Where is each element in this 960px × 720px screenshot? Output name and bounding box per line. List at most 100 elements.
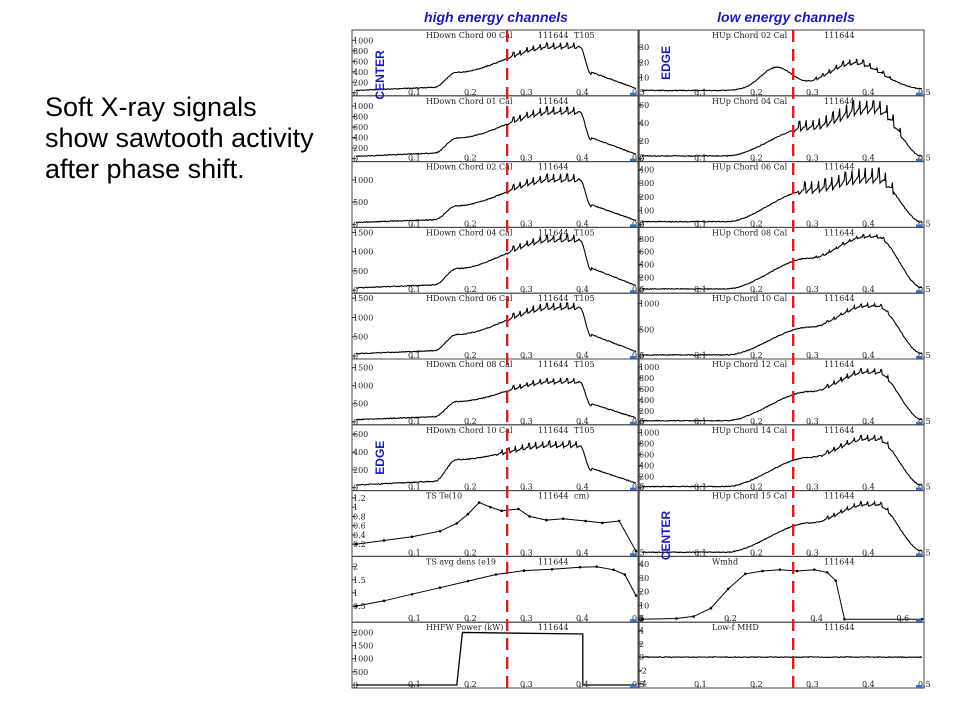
right-panel-7-xtick-label: 0.3 [806, 548, 819, 557]
left-panel-0-title: HDown Chord 00 Cal [426, 31, 513, 40]
left-panel-7-point [584, 519, 587, 523]
left-panel-8-point [466, 579, 470, 583]
right-panel-8-ytick-label: 40 [639, 560, 649, 569]
right-panel-3-ytick-label: 200 [639, 273, 654, 282]
right-panel-8-point [825, 571, 829, 574]
left-panel-9-ytick-label: 1500 [353, 642, 373, 651]
left-panel-0-ytick-label: 200 [353, 78, 368, 87]
left-panel-2-xtick-label: 0.3 [520, 219, 533, 228]
left-panel-9-trace [356, 631, 636, 686]
left-panel-7-xtick-label: 0.4 [576, 548, 589, 557]
left-panel-3-trace [355, 233, 637, 289]
left-panel-8-xtick-label: 0.2 [464, 614, 477, 623]
left-panel-4-ytick-label: 0 [353, 352, 358, 361]
left-panel-7-xtick-label: 0.3 [520, 548, 533, 557]
left-panel-0-ytick-label: 400 [353, 68, 368, 77]
left-panel-7-point [517, 507, 520, 511]
left-panel-7-point [545, 518, 548, 522]
left-panel-1-ytick-label: 400 [353, 134, 368, 143]
right-panel-9-xtick-label: 0.5 [918, 680, 931, 689]
left-panel-3-tag: T105 [574, 228, 595, 237]
right-panel-2-xtick-label: 0.1 [694, 219, 707, 228]
right-panel-9-end-marker [916, 685, 922, 688]
left-panel-4-tag: T105 [574, 294, 595, 303]
left-panel-6-xtick-label: 0.3 [520, 483, 533, 492]
left-panel-0-xtick-label: 0.3 [520, 88, 533, 97]
right-panel-8-point [778, 568, 782, 571]
left-panel-5-xtick-label: 0.2 [464, 417, 477, 426]
right-panel-4-title: HUp Chord 10 Cal [712, 294, 788, 303]
left-panel-0-ytick-label: 600 [353, 57, 368, 66]
right-panel-1-title: HUp Chord 04 Cal [712, 97, 788, 106]
left-panel-6-shot: 111644 [538, 426, 569, 435]
left-panel-5-ytick-label: 500 [353, 400, 368, 409]
right-panel-0-ytick-label: 20 [639, 58, 649, 67]
right-panel-8-trace [641, 569, 922, 620]
right-panel-8-title: Wmhd [712, 557, 738, 566]
left-panel-6-end-marker [630, 487, 636, 491]
left-panel-5-xtick-label: 0.4 [576, 417, 589, 426]
right-panel-9-frame [637, 621, 925, 689]
right-panel-8-xtick-label: 0.2 [724, 614, 737, 623]
right-panel-8-ytick-label: 10 [639, 601, 649, 610]
left-panel-8-ytick-label: 0.5 [353, 602, 366, 611]
right-panel-0-ytick-label: 10 [639, 74, 649, 83]
right-panel-1-xtick-label: 0.5 [918, 154, 931, 163]
right-panel-8-ytick-label: 30 [639, 574, 649, 583]
right-panel-9-ytick-label: -4 [639, 680, 647, 689]
left-panel-1-shot: 111644 [538, 97, 569, 106]
left-panel-7-point [500, 509, 503, 513]
right-panel-8-point [709, 606, 713, 610]
left-panel-8-shot: 111644 [538, 557, 569, 566]
left-panel-9-xtick-label: 0.2 [464, 680, 477, 689]
right-panel-9-title: Low-f MHD [712, 623, 759, 632]
left-panel-4-ytick-label: 1500 [353, 294, 373, 303]
right-panel-8-point [795, 569, 799, 573]
left-panel-4-trace [355, 302, 637, 355]
right-panel-6-title: HUp Chord 14 Cal [712, 426, 788, 435]
left-panel-1-xtick-label: 0.1 [408, 154, 421, 163]
right-panel-3-ytick-label: 400 [639, 261, 654, 270]
left-panel-3-shot: 111644 [538, 228, 569, 237]
right-panel-8-point [843, 617, 846, 621]
left-panel-5-ytick-label: 0 [353, 418, 358, 427]
left-panel-3-xtick-label: 0.3 [520, 285, 533, 294]
left-panel-1-ytick-label: 200 [353, 144, 368, 153]
left-panel-7-point [466, 512, 470, 516]
right-panel-2-xtick-label: 0.3 [806, 219, 819, 228]
right-panel-6-xtick-label: 0.2 [750, 483, 763, 492]
left-panel-4-xtick-label: 0.2 [464, 351, 477, 360]
left-panel-7-point [477, 501, 481, 504]
left-panel-7-xtick-label: 0.2 [464, 548, 477, 557]
left-panel-9-xtick-label: 0.3 [520, 680, 533, 689]
left-panel-4-xtick-label: 0.3 [520, 351, 533, 360]
right-panel-8-end-marker [916, 619, 922, 623]
right-panel-0-end-marker [916, 92, 922, 96]
right-panel-2-trace [641, 167, 923, 223]
right-panel-1-xtick-label: 0.3 [806, 154, 819, 163]
right-panel-9-ytick-label: 0 [639, 653, 644, 662]
right-panel-5-ytick-label: 800 [639, 374, 654, 383]
left-panel-7-tag: cm) [574, 492, 589, 501]
right-panel-6-ytick-label: 0 [639, 484, 644, 493]
left-panel-3-ytick-label: 1000 [353, 248, 373, 257]
left-panel-5-ytick-label: 1000 [353, 382, 373, 391]
left-panel-8-point [634, 594, 638, 597]
right-panel-8-ytick-label: 20 [639, 588, 649, 597]
left-panel-8-point [410, 592, 414, 596]
left-panel-5-shot: 111644 [538, 360, 569, 369]
left-panel-4-ytick-label: 1000 [353, 313, 373, 322]
left-panel-9-shot: 111644 [538, 623, 569, 632]
left-panel-0-ytick-label: 1000 [353, 36, 373, 45]
right-panel-7-trace [641, 499, 923, 554]
left-panel-4-ytick-label: 500 [353, 333, 368, 342]
left-panel-9-title: HHFW Power (kW) [426, 623, 503, 632]
left-panel-9-ytick-label: 0 [353, 681, 358, 690]
right-panel-4-ytick-label: 0 [639, 352, 644, 361]
right-panel-2-xtick-label: 0.4 [862, 219, 875, 228]
left-panel-2-ytick-label: 0 [353, 220, 358, 229]
label-edge-right: EDGE [659, 46, 673, 80]
left-panel-0-end-marker [630, 92, 636, 96]
right-panel-7-xtick-label: 0.4 [862, 548, 875, 557]
right-panel-6-xtick-label: 0.3 [806, 483, 819, 492]
